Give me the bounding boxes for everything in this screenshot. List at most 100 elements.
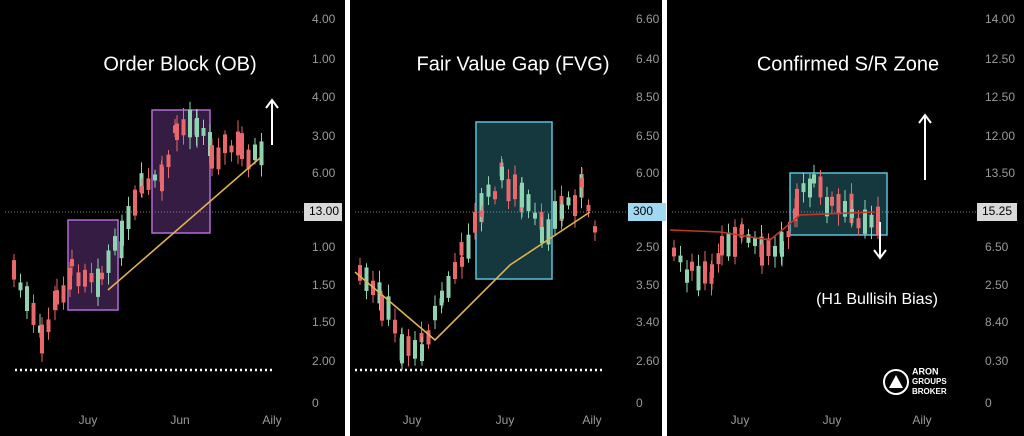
candle [25,286,29,311]
candle [106,250,111,273]
y-label: 1.00 [312,52,336,66]
candle [40,324,44,354]
candle [716,253,721,265]
candle [12,260,16,280]
y-label: 6.40 [636,52,660,66]
y-label: 6.50 [985,240,1009,254]
candle [253,144,257,161]
candle [120,220,124,246]
x-label: Juy [79,413,98,427]
candle [100,272,104,280]
candle [812,174,816,184]
candle [89,273,94,283]
candle [493,191,497,200]
candle [773,245,777,257]
price-tag [977,203,1017,221]
arrow-head [265,98,279,109]
candle [801,183,806,193]
candle [733,227,737,257]
candle [31,302,36,326]
y-label: 4.00 [312,12,336,26]
y-label: 0 [985,396,992,410]
candle [780,241,784,257]
candle [68,267,72,290]
y-label: 4.00 [312,90,336,104]
y-label: 14.00 [985,12,1015,26]
candle [208,132,212,157]
trend-line [107,157,261,291]
x-label: Juy [731,413,750,427]
candle [126,206,131,230]
candle [175,123,179,141]
candle [160,167,164,191]
candle [795,188,799,217]
candle [480,210,484,217]
candle [201,128,206,136]
candle [513,174,517,200]
candle [259,141,264,166]
candle [672,247,676,257]
y-label: 3.40 [636,315,660,329]
x-label: Aily [262,413,281,427]
candle [560,204,564,219]
candle [540,227,544,244]
price-tag-label: 300 [633,204,653,218]
candle [236,131,240,156]
candle [703,261,707,284]
candle [210,145,214,169]
zone-box [151,109,211,234]
candle [426,330,431,345]
y-label: 8.40 [985,315,1009,329]
y-label: 0 [312,396,319,410]
candle [153,174,157,181]
logo-text: GROUPS [912,377,947,386]
y-label: 1.50 [312,315,336,329]
candle [573,195,577,217]
candle [133,189,137,216]
y-label: 2.50 [636,240,660,254]
candle [18,282,23,291]
candle [876,206,880,235]
candle [140,186,144,194]
candle [55,290,59,305]
candle [166,154,171,168]
arrow-head [918,113,932,124]
candle [566,197,571,206]
candle [216,147,221,170]
y-label: 12.50 [985,52,1015,66]
candle [690,261,694,271]
price-tag [628,203,666,221]
logo-icon [889,375,903,388]
candle [696,265,701,291]
content: Order Block (OB) 4.00 1.00 4.00 3.00 6.00 1.00… [5,12,1017,427]
candle [386,296,391,320]
price-tag [304,203,342,221]
candle [856,218,861,229]
x-label: Juy [496,413,515,427]
y-label: 1.00 [312,240,336,254]
candle [586,204,591,212]
y-label: 8.50 [636,90,660,104]
trend-line [354,211,591,342]
candle [836,194,841,215]
candle [364,267,369,291]
candle [229,145,234,153]
candle [720,235,724,256]
candle [678,255,683,263]
candle [380,295,384,321]
y-label: 12.50 [985,90,1015,104]
candle [440,290,444,303]
panel-title: Confirmed S/R Zone [757,53,939,75]
candle [553,201,557,229]
x-label: Juy [403,413,422,427]
candle [453,262,457,280]
candle [446,275,451,298]
candle [520,182,524,208]
candle [113,236,117,251]
x-label: Juy [823,413,842,427]
y-label: 6.50 [636,129,660,143]
candle [358,265,362,281]
candle [830,196,834,206]
candle [406,336,411,356]
candle [526,194,531,212]
